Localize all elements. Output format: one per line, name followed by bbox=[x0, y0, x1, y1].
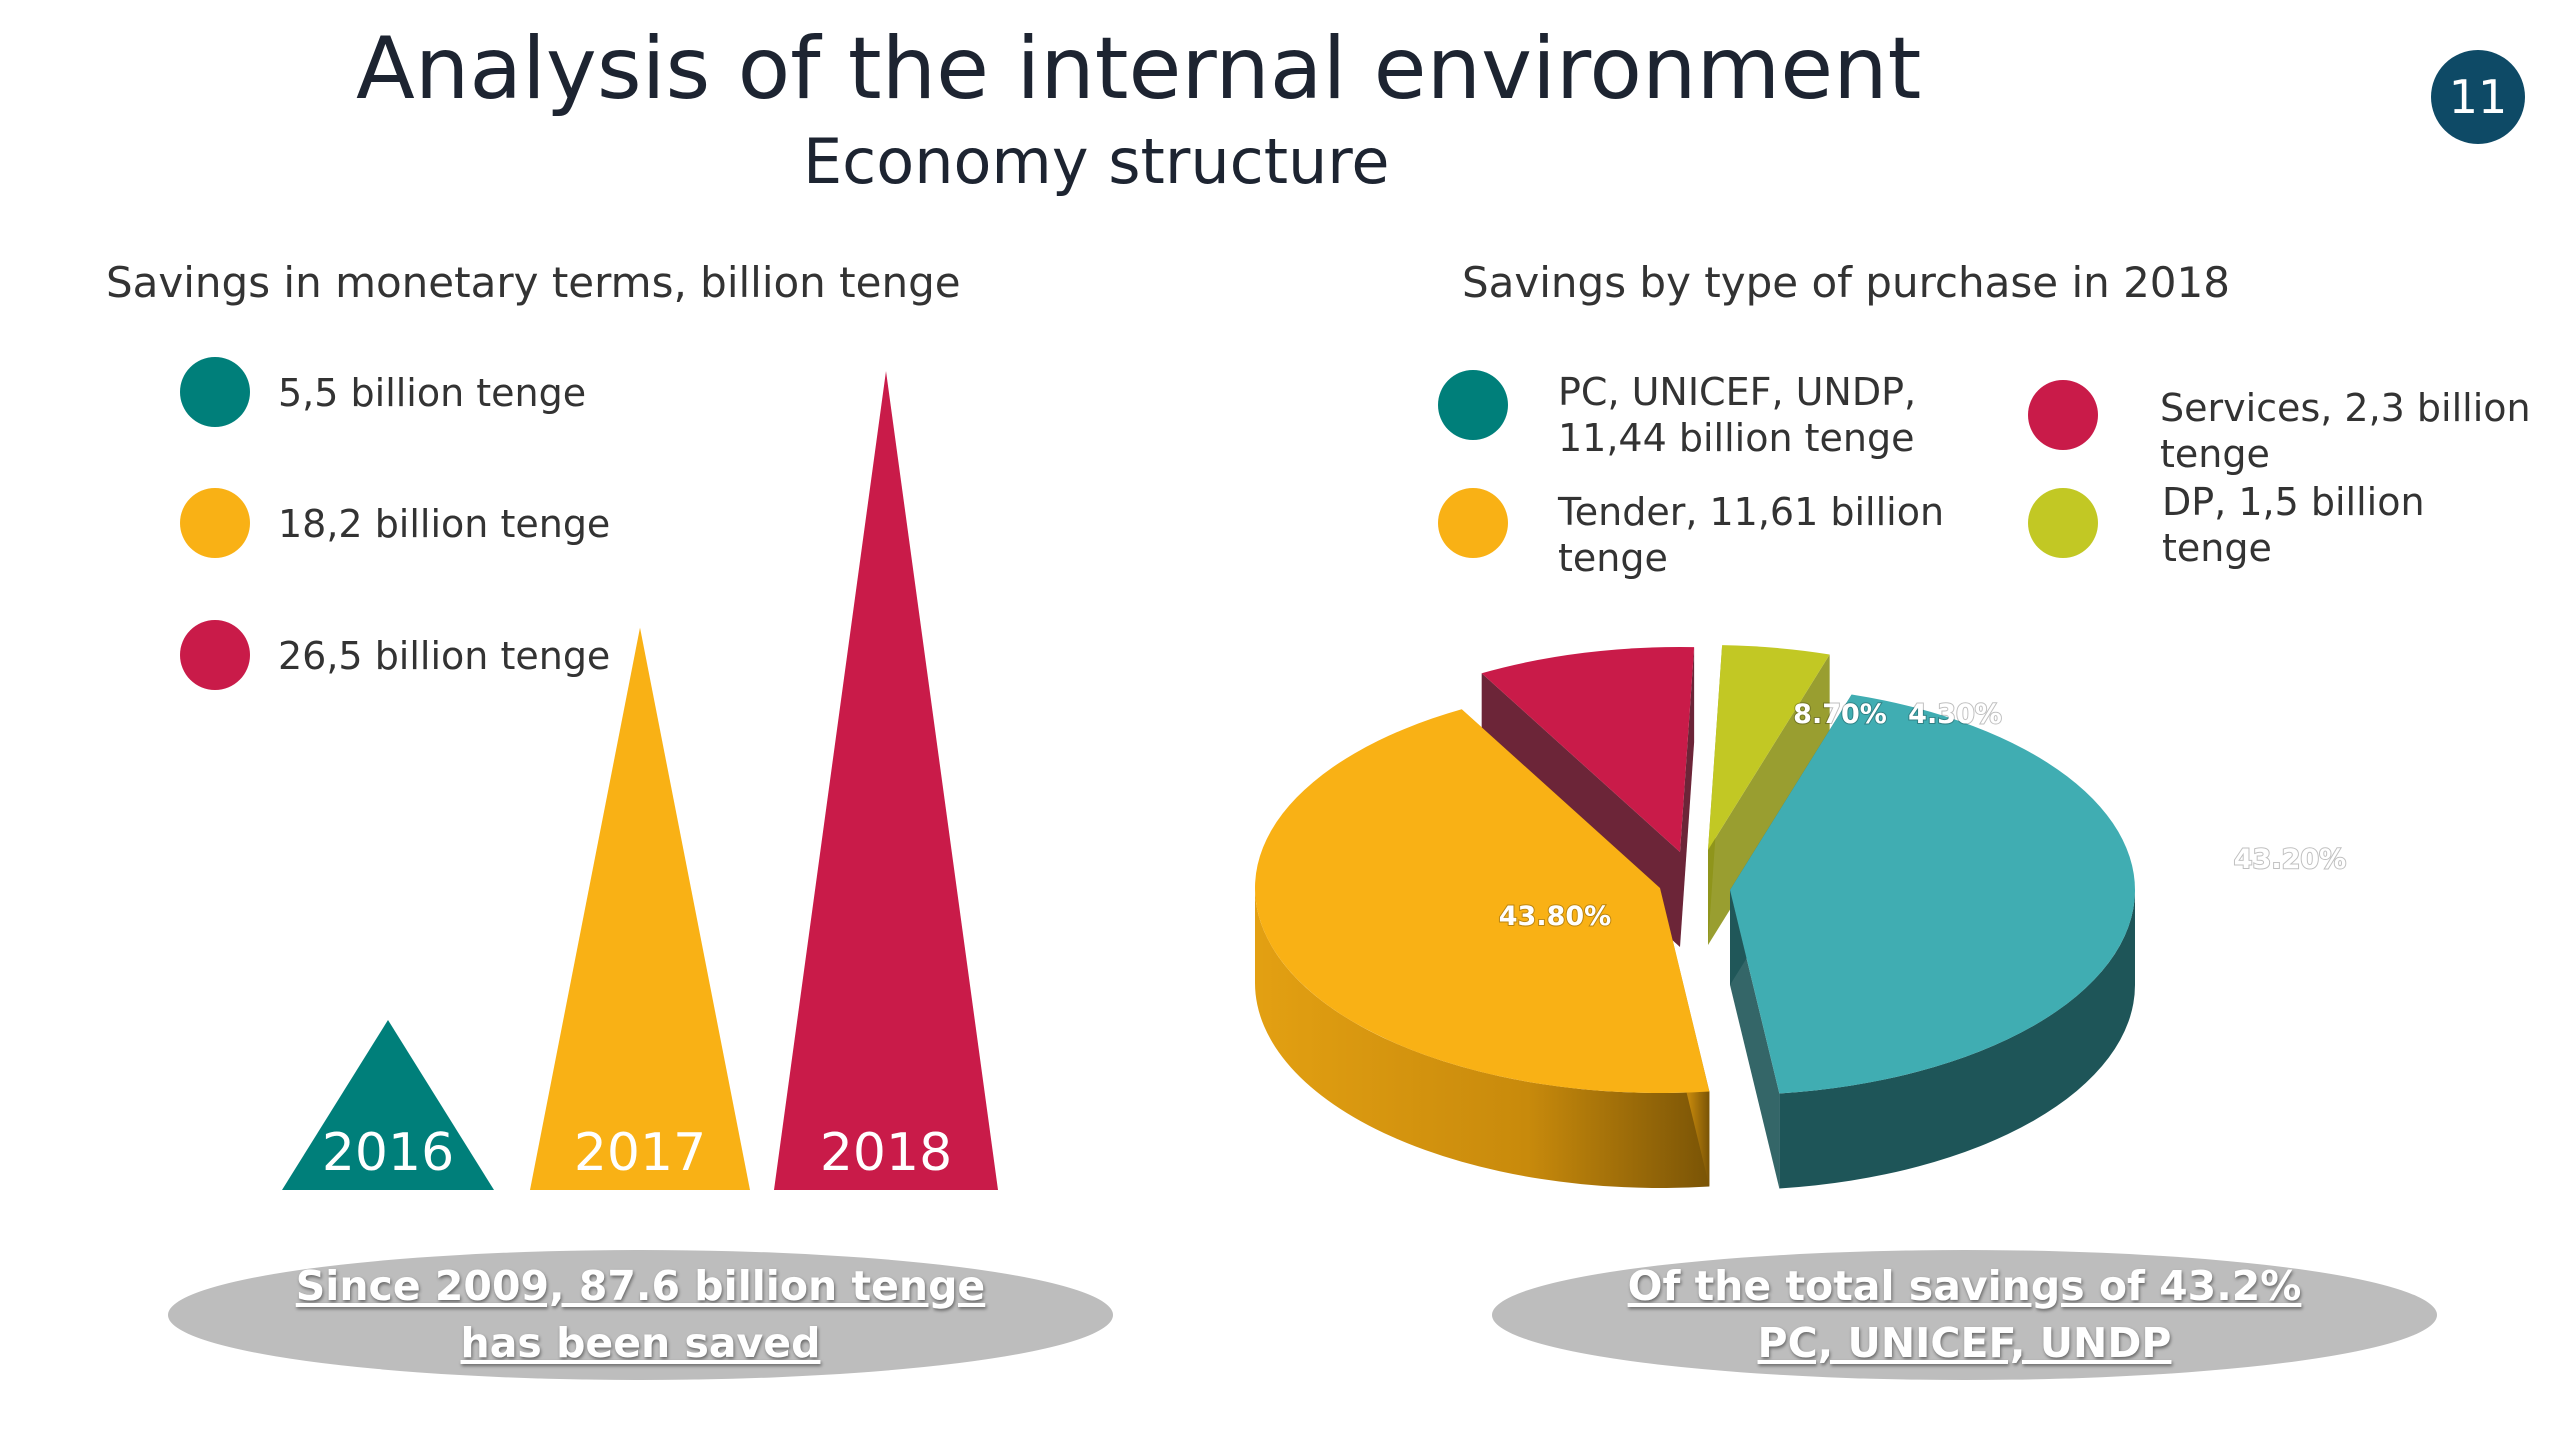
left-legend-item-2016: 5,5 billion tenge bbox=[180, 357, 586, 427]
right-legend-line1: PC, UNICEF, UNDP, bbox=[1558, 370, 1917, 414]
left-legend-item-2018: 26,5 billion tenge bbox=[180, 620, 610, 690]
right-legend-item-tender: Tender, 11,61 billion tenge bbox=[1438, 488, 1944, 581]
left-legend-label: 5,5 billion tenge bbox=[278, 371, 587, 415]
legend-dot-dp bbox=[2028, 488, 2098, 558]
bar-category-label: 2018 bbox=[820, 1123, 952, 1183]
pie-data-label: 8.70% bbox=[1793, 699, 1887, 730]
right-legend-line1: DP, 1,5 billion bbox=[2162, 480, 2425, 524]
right-chart-title: Savings by type of purchase in 2018 bbox=[1462, 258, 2230, 307]
pie-slice-cut bbox=[1680, 647, 1695, 947]
triangle-bar-chart: 2016 2017 2018 bbox=[282, 371, 998, 1190]
right-legend-line2: tenge bbox=[2160, 431, 2270, 476]
right-legend-line2: tenge bbox=[1558, 535, 1668, 580]
legend-dot-tender bbox=[1438, 488, 1508, 558]
pie-slice-tender bbox=[1255, 709, 1710, 1093]
left-summary-line2: has been saved bbox=[460, 1319, 821, 1367]
right-legend-item-dp: DP, 1,5 billion tenge bbox=[2028, 480, 2425, 571]
page-number-badge: 11 bbox=[2431, 50, 2525, 144]
bar-triangle-2018 bbox=[774, 371, 998, 1190]
bar-category-label: 2016 bbox=[322, 1123, 454, 1183]
pie-data-label: 43.80% bbox=[1499, 901, 1611, 932]
right-legend-item-pc: PC, UNICEF, UNDP, 11,44 billion tenge bbox=[1438, 370, 1916, 461]
legend-dot-services bbox=[2028, 380, 2098, 450]
pie-slice-services bbox=[1481, 647, 1695, 852]
left-summary-ellipse: Since 2009, 87.6 billion tenge has been … bbox=[168, 1250, 1113, 1380]
bar-triangle-2017 bbox=[530, 627, 750, 1190]
right-summary-line1: Of the total savings of 43.2% bbox=[1627, 1261, 2302, 1310]
legend-dot-pc bbox=[1438, 370, 1508, 440]
legend-dot-2018 bbox=[180, 620, 250, 690]
pie-slice-dp bbox=[1708, 645, 1830, 850]
pie-slice-cut bbox=[1730, 890, 1780, 1189]
pie-chart-3d: 43.20% 43.80% 8.70% 4.30% bbox=[1255, 645, 2347, 1189]
legend-dot-2016 bbox=[180, 357, 250, 427]
page-subtitle: Economy structure bbox=[803, 125, 1390, 198]
page-title: Analysis of the internal environment bbox=[356, 19, 1922, 119]
right-summary-ellipse: Of the total savings of 43.2% PC, UNICEF… bbox=[1492, 1250, 2437, 1380]
left-legend-label: 26,5 billion tenge bbox=[278, 634, 611, 678]
right-legend-line1: Services, 2,3 billion bbox=[2160, 386, 2531, 430]
left-chart-title: Savings in monetary terms, billion tenge bbox=[106, 258, 961, 307]
bar-triangle-2016 bbox=[282, 1020, 494, 1190]
left-legend-label: 18,2 billion tenge bbox=[278, 502, 611, 546]
left-summary-line1: Since 2009, 87.6 billion tenge bbox=[295, 1261, 986, 1310]
pie-slice-cut bbox=[1708, 654, 1830, 945]
pie-slice-side bbox=[1779, 890, 2135, 1189]
right-legend-line2: tenge bbox=[2162, 525, 2272, 570]
legend-dot-2017 bbox=[180, 488, 250, 558]
right-legend-item-services: Services, 2,3 billion tenge bbox=[2028, 380, 2531, 477]
pie-slice-side bbox=[1255, 888, 1710, 1188]
right-summary-line2: PC, UNICEF, UNDP bbox=[1757, 1319, 2172, 1367]
bar-category-label: 2017 bbox=[574, 1123, 706, 1183]
right-legend-line1: Tender, 11,61 billion bbox=[1558, 490, 1945, 534]
pie-data-label: 4.30% bbox=[1908, 699, 2002, 730]
left-legend-item-2017: 18,2 billion tenge bbox=[180, 488, 610, 558]
pie-slice-pc-unicef-undp bbox=[1730, 694, 2135, 1094]
right-legend-line2: 11,44 billion tenge bbox=[1558, 415, 1915, 460]
pie-data-label: 43.20% bbox=[2234, 844, 2346, 875]
